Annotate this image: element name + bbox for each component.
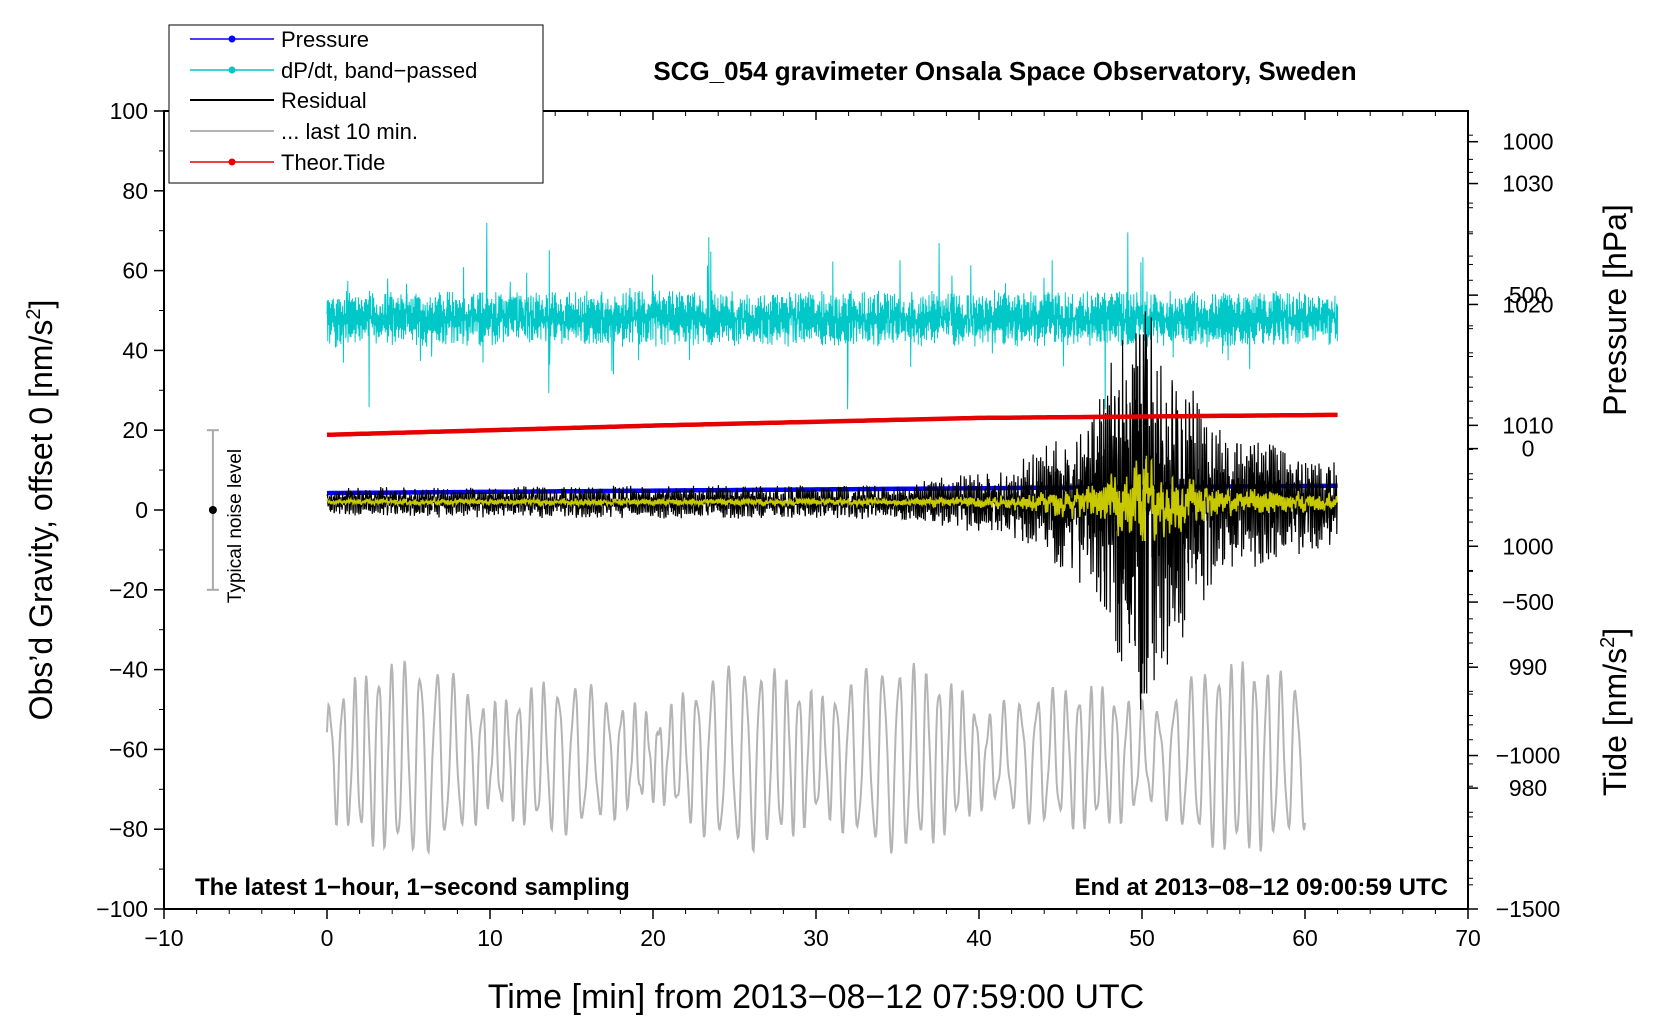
series-theoretical-tide xyxy=(326,412,1338,438)
y-tick-label: 80 xyxy=(122,178,148,204)
pressure-tick-label: 1030 xyxy=(1502,171,1553,197)
pressure-tick-label: 1000 xyxy=(1502,533,1553,559)
noise-level-dot xyxy=(208,506,217,514)
legend-label-last10: ... last 10 min. xyxy=(281,119,418,144)
legend-label-tide: Theor.Tide xyxy=(281,150,385,175)
pressure-tick-label: 1020 xyxy=(1502,291,1553,317)
x-tick-label: 60 xyxy=(1292,925,1318,951)
pressure-axis-ticks: 980 990 1000 1010 1020 1030 xyxy=(1468,134,1554,886)
y-tick-label: 40 xyxy=(122,337,148,363)
tide-tick-label: 0 xyxy=(1522,436,1535,462)
y-tick-label: 0 xyxy=(135,497,148,523)
x-tick-label: 40 xyxy=(966,925,992,951)
y-tick-label: 60 xyxy=(122,258,148,284)
legend-marker-dpdt xyxy=(228,66,236,74)
x-tick-label: 70 xyxy=(1455,925,1481,951)
y-tick-label: 20 xyxy=(122,417,148,443)
x-tick-label: 50 xyxy=(1129,925,1155,951)
y-tick-label: −80 xyxy=(109,816,148,842)
noise-level-label: Typical noise level xyxy=(225,449,246,603)
tide-axis-ticks: −1500 −1000 −500 0 500 1000 xyxy=(1468,129,1560,922)
y-axis-label-pressure: Pressure [hPa] xyxy=(1597,204,1633,416)
tide-tick-label: −1000 xyxy=(1496,743,1561,769)
tide-tick-label: −500 xyxy=(1502,589,1554,615)
y-tick-label: −100 xyxy=(96,896,148,922)
series-layer xyxy=(326,222,1339,856)
tide-tick-label: 500 xyxy=(1509,282,1547,308)
y-axis-label-tide: Tide [nm/s2] xyxy=(1597,628,1633,796)
legend: Pressure dP/dt, band−passed Residual ...… xyxy=(168,24,544,184)
pressure-tick-label: 990 xyxy=(1509,654,1547,680)
y-tick-label: −20 xyxy=(109,577,148,603)
series-residual-smoothed xyxy=(326,455,1338,542)
y-axis-ticks: −100 −80 −60 −40 −20 0 20 40 60 80 100 xyxy=(96,98,164,922)
y-tick-label: 100 xyxy=(110,98,148,124)
pressure-tick-label: 1010 xyxy=(1502,412,1553,438)
x-axis-label: Time [min] from 2013−08−12 07:59:00 UTC xyxy=(488,978,1144,1016)
x-axis-ticks: −10 0 10 20 30 40 50 60 70 xyxy=(144,111,1481,951)
legend-label-pressure: Pressure xyxy=(281,27,369,52)
x-tick-label: 10 xyxy=(477,925,503,951)
pressure-tick-label: 980 xyxy=(1509,775,1547,801)
y-tick-label: −60 xyxy=(109,736,148,762)
tide-tick-label: −1500 xyxy=(1496,896,1561,922)
legend-label-residual: Residual xyxy=(281,88,367,113)
y-tick-label: −40 xyxy=(109,657,148,683)
x-tick-label: 30 xyxy=(803,925,829,951)
tide-tick-label: 1000 xyxy=(1502,129,1553,155)
series-last-10-min xyxy=(326,660,1306,856)
series-dpdt xyxy=(326,222,1339,410)
chart-title: SCG_054 gravimeter Onsala Space Observat… xyxy=(653,56,1356,86)
x-tick-label: 20 xyxy=(640,925,666,951)
legend-marker-tide xyxy=(228,158,236,166)
noise-level-annotation: Typical noise level xyxy=(206,429,246,603)
sampling-annotation: The latest 1−hour, 1−second sampling xyxy=(195,874,630,901)
legend-marker-pressure xyxy=(228,35,236,43)
x-tick-label: 0 xyxy=(321,925,334,951)
legend-label-dpdt: dP/dt, band−passed xyxy=(281,58,477,83)
legend-box xyxy=(168,24,544,184)
x-tick-label: −10 xyxy=(144,925,183,951)
y-axis-label-left: Obs’d Gravity, offset 0 [nm/s2] xyxy=(23,300,59,721)
end-time-annotation: End at 2013−08−12 09:00:59 UTC xyxy=(1074,874,1448,901)
